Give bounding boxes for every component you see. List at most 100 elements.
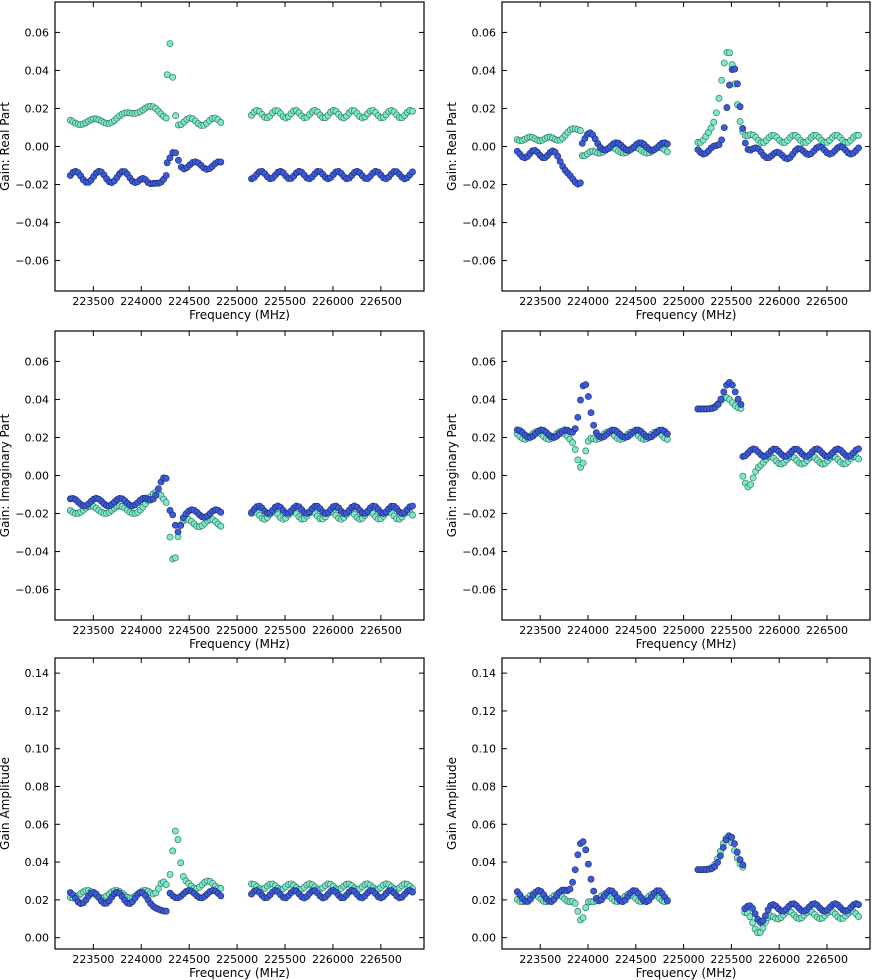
data-point-series-1: [166, 154, 174, 162]
data-point-series-2: [710, 118, 718, 126]
data-point-series-1: [731, 840, 738, 848]
y-tick-label: 0.06: [25, 26, 50, 39]
data-point-series-1: [579, 838, 587, 846]
data-point-series-2: [582, 447, 590, 455]
data-point-series-1: [751, 910, 759, 918]
y-tick-label: 0.02: [472, 431, 497, 444]
x-tick-label: 224000: [567, 953, 609, 966]
y-tick-label: −0.02: [15, 179, 49, 192]
data-point-series-1: [409, 168, 416, 176]
data-point-series-2: [163, 71, 171, 79]
data-point-series-2: [574, 907, 582, 915]
x-tick-label: 225000: [663, 624, 705, 637]
data-point-series-1: [582, 846, 590, 854]
y-tick-label: 0.02: [472, 102, 497, 115]
y-tick-label: −0.04: [15, 546, 49, 559]
y-tick-label: −0.04: [462, 217, 496, 230]
data-point-series-1: [162, 907, 170, 915]
data-point-series-1: [569, 878, 576, 886]
x-axis-label: Frequency (MHz): [636, 637, 737, 651]
data-point-series-2: [747, 481, 754, 489]
data-point-series-1: [762, 912, 769, 920]
data-point-series-1: [155, 485, 162, 493]
y-tick-label: 0.04: [25, 64, 50, 77]
data-point-series-1: [169, 511, 177, 519]
data-point-series-2: [571, 446, 579, 453]
y-axis-label: Gain Amplitude: [0, 757, 12, 850]
x-tick-label: 226000: [312, 295, 354, 308]
data-point-series-2: [855, 455, 862, 463]
y-axis-label: Gain: Imaginary Part: [0, 413, 12, 537]
x-axis-label: Frequency (MHz): [189, 966, 290, 980]
data-point-series-2: [579, 459, 587, 467]
data-point-series-1: [720, 388, 728, 396]
data-point-series-1: [162, 474, 170, 482]
data-point-series-1: [574, 413, 582, 421]
x-axis-label: Frequency (MHz): [636, 308, 737, 322]
x-tick-label: 225000: [216, 295, 258, 308]
y-axis-label: Gain: Real Part: [445, 102, 459, 191]
y-tick-label: −0.04: [462, 546, 496, 559]
x-tick-label: 224500: [168, 953, 210, 966]
x-tick-label: 225000: [663, 953, 705, 966]
y-tick-label: −0.06: [15, 584, 49, 597]
data-point-series-1: [663, 140, 671, 148]
data-point-series-1: [736, 856, 744, 864]
y-tick-label: 0.00: [472, 932, 497, 945]
data-point-series-2: [574, 456, 582, 464]
x-tick-label: 225000: [216, 624, 258, 637]
x-tick-label: 226000: [758, 295, 800, 308]
chart-panel-top-right: 223500 224000 224500 225000 225500 226000 2265…: [445, 1, 871, 322]
plot-frame: [54, 657, 425, 950]
data-point-series-2: [718, 76, 726, 84]
data-point-series-2: [171, 554, 179, 562]
data-point-series-1: [726, 81, 733, 89]
data-point-series-1: [737, 401, 745, 408]
data-point-series-2: [217, 119, 225, 126]
chart-panel-middle-right: 223500 224000 224500 225000 225500 226000 2265…: [445, 330, 871, 651]
x-tick-label: 226500: [806, 953, 848, 966]
x-tick-label: 226000: [758, 953, 800, 966]
data-points: [66, 827, 416, 915]
y-tick-label: −0.06: [462, 584, 496, 597]
x-tick-label: 225500: [264, 624, 306, 637]
y-tick-label: 0.00: [472, 470, 497, 483]
x-tick-label: 225500: [710, 953, 752, 966]
y-tick-label: −0.02: [462, 508, 496, 521]
y-axis-label: Gain Amplitude: [445, 757, 459, 850]
y-tick-label: −0.02: [15, 508, 49, 521]
y-tick-label: 0.06: [472, 355, 497, 368]
y-axis-label: Gain: Imaginary Part: [445, 413, 459, 537]
data-point-series-1: [739, 861, 747, 869]
data-point-series-2: [177, 859, 185, 867]
data-point-series-1: [733, 848, 741, 856]
x-tick-label: 224500: [168, 295, 210, 308]
data-point-series-2: [162, 881, 170, 889]
y-tick-label: 0.04: [472, 856, 497, 869]
chart-panel-top-left: 223500 224000 224500 225000 225500 226000 2265…: [0, 1, 425, 322]
y-tick-label: 0.04: [472, 64, 497, 77]
x-tick-label: 226500: [360, 624, 402, 637]
data-point-series-2: [707, 124, 715, 132]
x-tick-label: 224000: [120, 953, 162, 966]
data-point-series-2: [739, 472, 747, 480]
x-tick-label: 223500: [72, 953, 114, 966]
y-tick-label: 0.04: [25, 393, 50, 406]
data-point-series-1: [855, 144, 862, 152]
data-point-series-2: [582, 904, 590, 912]
data-points: [513, 48, 862, 188]
y-tick-label: 0.10: [25, 743, 50, 756]
data-points: [66, 474, 416, 563]
y-tick-label: 0.12: [472, 705, 497, 718]
data-point-series-1: [590, 421, 598, 429]
data-point-series-1: [714, 401, 722, 408]
data-point-series-1: [728, 833, 736, 841]
x-tick-label: 223500: [72, 295, 114, 308]
data-point-series-2: [720, 59, 728, 67]
x-tick-label: 226000: [758, 624, 800, 637]
data-point-series-2: [855, 132, 862, 139]
data-point-series-1: [734, 395, 742, 403]
data-point-series-2: [171, 827, 179, 835]
x-axis-label: Frequency (MHz): [189, 637, 290, 651]
data-point-series-2: [712, 109, 720, 117]
